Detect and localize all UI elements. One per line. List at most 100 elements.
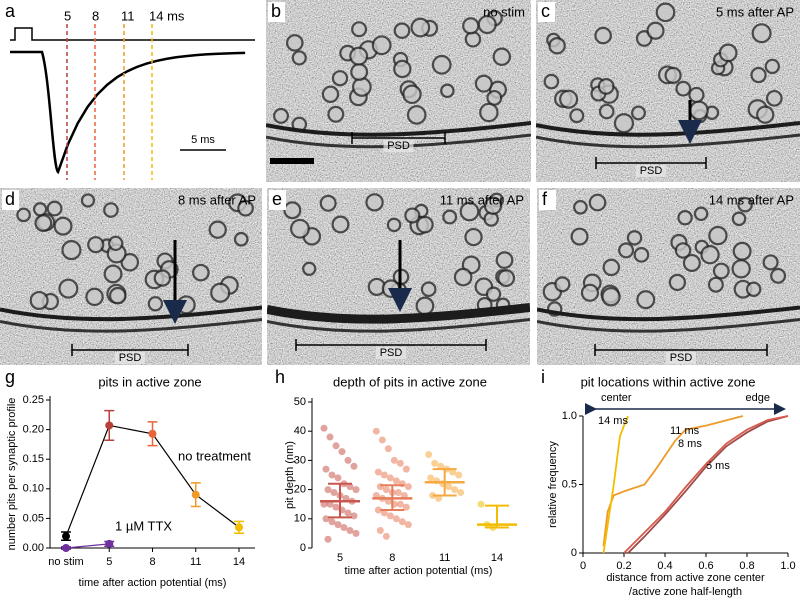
time-label: 5 [64, 8, 71, 23]
y-axis-title: number pits per synaptic profile [6, 398, 18, 551]
vesicle [273, 107, 289, 124]
y-tick-label: 10 [294, 513, 306, 525]
data-point [386, 474, 394, 482]
y-tick-label: 0 [300, 542, 306, 554]
y-tick-label: 1.0 [562, 410, 577, 422]
letter-bg [268, 2, 285, 22]
vesicle [285, 34, 304, 52]
vesicle [602, 258, 621, 277]
condition-label: 5 ms after AP [716, 4, 794, 19]
vesicle [636, 290, 656, 310]
vesicle [732, 241, 752, 261]
y-tick-label: 0.00 [23, 542, 44, 554]
vesicle [477, 14, 497, 35]
data-point [384, 445, 392, 453]
vesicle [453, 267, 473, 287]
vesicle [570, 227, 589, 246]
time-label: 8 [92, 8, 99, 23]
vesicle [404, 207, 421, 224]
vesicle [85, 287, 104, 307]
data-point [455, 471, 463, 479]
vesicle [613, 113, 635, 134]
data-point [334, 474, 342, 482]
x-tick-label: no stim [48, 556, 83, 568]
vesicle [208, 220, 227, 239]
vesicle [393, 59, 412, 79]
vesicle [646, 21, 665, 40]
condition-label: 14 ms after AP [709, 192, 794, 207]
vesicle [302, 261, 317, 276]
x-tick-label: 1.0 [780, 560, 795, 572]
marker [191, 490, 200, 499]
data-point [332, 442, 340, 450]
vesicle [410, 17, 431, 38]
psd-bg [115, 352, 145, 364]
data-point [425, 451, 433, 459]
vesicle [331, 70, 349, 87]
panel-letter: e [272, 189, 282, 209]
vesicle [569, 108, 585, 124]
marker [105, 539, 114, 548]
response-trace [10, 50, 246, 175]
data-point [435, 494, 443, 502]
panel-letter: b [271, 1, 281, 21]
y-tick-label: 0 [571, 547, 577, 559]
x-axis-title: distance from active zone center [606, 572, 765, 584]
series-label: 5 ms [706, 460, 730, 472]
x-tick-label: 14 [233, 556, 245, 568]
vesicle [543, 73, 560, 90]
vesicle [492, 47, 512, 66]
y-tick-label: 0.25 [23, 394, 44, 406]
psd-bg [376, 347, 406, 359]
vesicle [751, 23, 772, 44]
data-point [350, 462, 358, 470]
letter-bg [2, 2, 19, 22]
x-tick-label: 0.2 [616, 560, 631, 572]
vesicle [718, 43, 738, 63]
data-point [322, 465, 330, 473]
vesicle [291, 50, 307, 66]
x-tick-label: 8 [389, 552, 395, 564]
x-tick-label: 5 [106, 556, 112, 568]
vesicle [327, 105, 345, 123]
psd-label: PSD [119, 352, 142, 364]
panel-letter: i [541, 367, 545, 387]
series-label: 14 ms [598, 415, 628, 427]
membrane [0, 317, 262, 333]
x-tick-label: 0.8 [739, 560, 754, 572]
psd-label: PSD [380, 347, 403, 359]
membrane [266, 121, 531, 137]
annotation: edge [746, 392, 770, 404]
vesicle [677, 209, 693, 226]
data-point [352, 529, 360, 537]
vesicle [61, 239, 82, 261]
data-point [427, 474, 435, 482]
vesicle [675, 80, 692, 97]
vesicle [731, 259, 751, 279]
x-tick-label: 0.4 [657, 560, 672, 572]
membrane [267, 302, 530, 324]
y-tick-label: 0.15 [23, 453, 44, 465]
vesicle [233, 231, 249, 247]
x-tick-label: 0 [580, 560, 586, 572]
vesicle [290, 218, 310, 239]
psd-bg [383, 140, 414, 152]
letter-bg [272, 368, 289, 388]
vesicle [350, 63, 369, 81]
vesicle [464, 31, 482, 48]
y-tick-label: 40 [294, 425, 306, 437]
vesicle [319, 194, 337, 212]
time-scale-label: 5 ms [191, 134, 215, 146]
vesicle [597, 78, 615, 95]
condition-label: no stim [483, 4, 525, 19]
vesicle [331, 215, 350, 234]
vesicle [631, 105, 646, 121]
scale-bar [270, 158, 314, 164]
vesicle [34, 214, 53, 232]
letter-bg [538, 368, 555, 388]
y-tick-label: 0.10 [23, 483, 44, 495]
letter-bg [539, 190, 556, 210]
letter-bg [2, 190, 19, 210]
data-point [451, 486, 459, 494]
vesicle [580, 283, 600, 302]
